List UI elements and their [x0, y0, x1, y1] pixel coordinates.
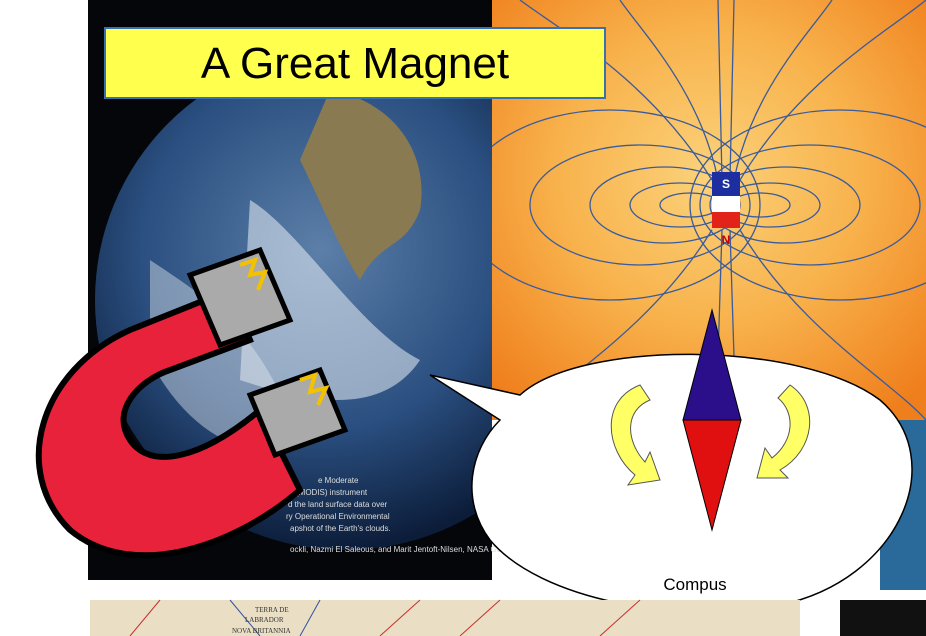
caption-line: (MODIS) instrument — [296, 488, 368, 497]
speech-bubble — [430, 354, 912, 611]
bar-magnet-middle — [712, 196, 740, 212]
page: e Moderate (MODIS) instrument d the land… — [0, 0, 926, 636]
map-label: LABRADOR — [245, 616, 284, 624]
south-label: S — [722, 177, 730, 191]
caption-line: apshot of the Earth's clouds. — [290, 524, 391, 533]
map-strip — [90, 600, 800, 636]
bar-magnet-north — [712, 212, 740, 228]
title: A Great Magnet — [201, 39, 509, 88]
map-label: NOVA BRITANNIA — [232, 627, 291, 635]
caption-line: ry Operational Environmental — [286, 512, 390, 521]
slide: e Moderate (MODIS) instrument d the land… — [0, 0, 926, 636]
caption-line: e Moderate — [318, 476, 359, 485]
dark-corner — [840, 600, 926, 636]
caption-line: ockli, Nazmi El Saleous, and Marit Jento… — [290, 545, 513, 554]
north-label: N — [722, 233, 731, 247]
map-label: TERRA DE — [255, 606, 289, 614]
caption-line: d the land surface data over — [288, 500, 388, 509]
bubble-label: Compus — [663, 575, 726, 594]
